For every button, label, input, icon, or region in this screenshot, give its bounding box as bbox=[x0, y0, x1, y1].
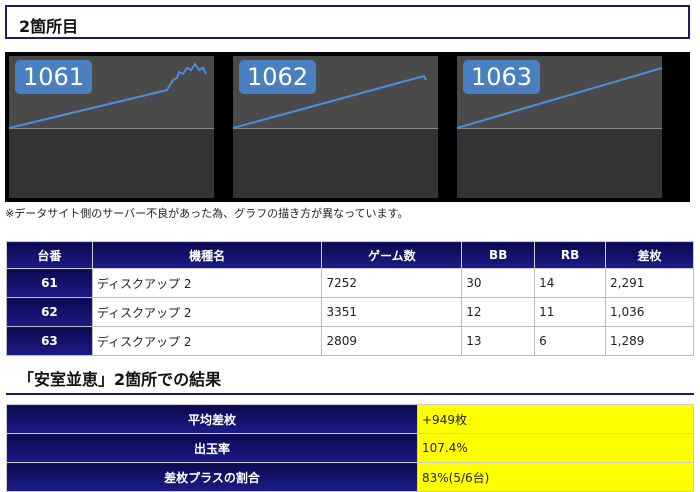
rb-count: 14 bbox=[534, 268, 607, 298]
col-header-bb: BB bbox=[461, 241, 536, 269]
graph-1061[interactable]: 1061 bbox=[9, 56, 214, 198]
result-value-plus-ratio: 83%(5/6台) bbox=[417, 462, 694, 492]
bb-count: 13 bbox=[461, 326, 536, 356]
diff-count: 2,291 bbox=[605, 268, 694, 298]
rb-count: 6 bbox=[534, 326, 607, 356]
result-value-avg-diff: +949枚 bbox=[417, 404, 694, 434]
col-header-rb: RB bbox=[534, 241, 607, 269]
col-header-machine: 機種名 bbox=[91, 241, 323, 269]
bb-count: 30 bbox=[461, 268, 536, 298]
table-row: 62 ディスクアップ 2 3351 12 11 1,036 bbox=[6, 297, 694, 327]
diff-count: 1,289 bbox=[605, 326, 694, 356]
machine-number: 63 bbox=[6, 326, 93, 356]
graph-1063[interactable]: 1063 bbox=[457, 56, 662, 198]
graph-1062[interactable]: 1062 bbox=[233, 56, 438, 198]
graph-strip: 1061 1062 1063 bbox=[5, 52, 690, 202]
result-row: 差枚プラスの割合 83%(5/6台) bbox=[6, 462, 694, 492]
game-count: 7252 bbox=[321, 268, 463, 298]
graph-line-1062 bbox=[233, 74, 427, 129]
result-label-avg-diff: 平均差枚 bbox=[6, 404, 418, 434]
result-table: 平均差枚 +949枚 出玉率 107.4% 差枚プラスの割合 83%(5/6台) bbox=[6, 404, 694, 492]
section-title-box: 2箇所目 bbox=[5, 5, 690, 39]
result-value-payout: 107.4% bbox=[417, 433, 694, 463]
game-count: 3351 bbox=[321, 297, 463, 327]
machine-name: ディスクアップ 2 bbox=[91, 268, 323, 298]
result-divider bbox=[6, 393, 694, 395]
table-row: 61 ディスクアップ 2 7252 30 14 2,291 bbox=[6, 268, 694, 298]
section-title: 2箇所目 bbox=[19, 17, 79, 36]
result-label-payout: 出玉率 bbox=[6, 433, 418, 463]
diff-count: 1,036 bbox=[605, 297, 694, 327]
game-count: 2809 bbox=[321, 326, 463, 356]
bb-count: 12 bbox=[461, 297, 536, 327]
col-header-games: ゲーム数 bbox=[321, 241, 463, 269]
graph-label-1062: 1062 bbox=[239, 60, 317, 94]
machine-number: 61 bbox=[6, 268, 93, 298]
col-header-diff: 差枚 bbox=[605, 241, 694, 269]
result-title: 「安室並恵」2箇所での結果 bbox=[18, 370, 222, 389]
graph-line-1061 bbox=[9, 62, 207, 129]
rb-count: 11 bbox=[534, 297, 607, 327]
table-row: 63 ディスクアップ 2 2809 13 6 1,289 bbox=[6, 326, 694, 356]
result-row: 出玉率 107.4% bbox=[6, 433, 694, 463]
graph-label-1063: 1063 bbox=[463, 60, 541, 94]
server-note: ※データサイト側のサーバー不良があった為、グラフの描き方が異なっています。 bbox=[5, 207, 409, 220]
machine-name: ディスクアップ 2 bbox=[91, 326, 323, 356]
graph-label-1061: 1061 bbox=[15, 60, 93, 94]
machine-name: ディスクアップ 2 bbox=[91, 297, 323, 327]
result-label-plus-ratio: 差枚プラスの割合 bbox=[6, 462, 418, 492]
table-header-row: 台番 機種名 ゲーム数 BB RB 差枚 bbox=[6, 241, 694, 269]
result-row: 平均差枚 +949枚 bbox=[6, 404, 694, 434]
col-header-number: 台番 bbox=[6, 241, 93, 269]
machine-table: 台番 機種名 ゲーム数 BB RB 差枚 61 ディスクアップ 2 7252 3… bbox=[6, 241, 694, 356]
graph-line-1063 bbox=[457, 67, 662, 129]
machine-number: 62 bbox=[6, 297, 93, 327]
